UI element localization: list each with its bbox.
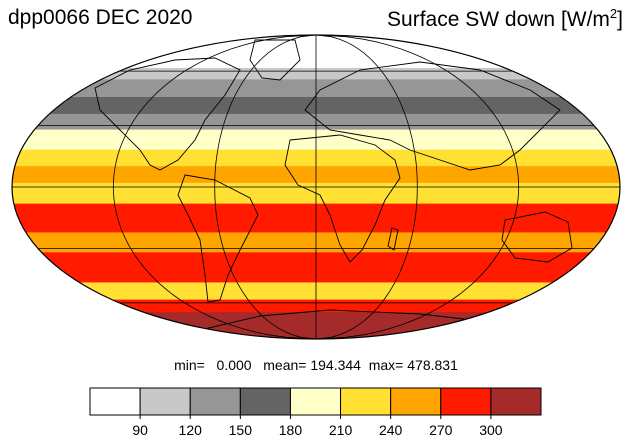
map-border bbox=[11, 34, 621, 340]
colorbar-tick-label: 90 bbox=[132, 422, 148, 438]
colorbar-tick-label: 120 bbox=[179, 422, 203, 438]
colorbar-box bbox=[139, 387, 191, 416]
min-value: 0.000 bbox=[216, 357, 252, 373]
mean-label: mean= bbox=[263, 357, 307, 373]
colorbar-box bbox=[289, 387, 342, 416]
field-statistics: min= 0.000 mean= 194.344 max= 478.831 bbox=[0, 357, 632, 373]
colorbar-box bbox=[340, 387, 392, 416]
south-america-outline bbox=[177, 174, 259, 303]
mean-value: 194.344 bbox=[310, 357, 361, 373]
colorbar-tick-label: 180 bbox=[279, 422, 303, 438]
colorbar-box bbox=[89, 387, 141, 416]
max-label: max= bbox=[368, 357, 404, 373]
colorbar-box bbox=[490, 387, 542, 416]
colorbar-box bbox=[440, 387, 492, 416]
greenland-outline bbox=[249, 39, 301, 81]
colorbar-tick-label: 270 bbox=[429, 422, 453, 438]
colorbar-tick-label: 210 bbox=[329, 422, 353, 438]
meridian-line bbox=[112, 35, 317, 339]
africa-outline bbox=[284, 134, 401, 263]
title-right-end: ] bbox=[617, 8, 623, 31]
plot-title-right: Surface SW down [W/m2] bbox=[387, 6, 623, 32]
eurasia-outline bbox=[304, 61, 561, 171]
title-right-main: Surface SW down [W/m bbox=[387, 8, 610, 31]
meridian-line bbox=[214, 35, 317, 339]
title-right-superscript: 2 bbox=[609, 6, 618, 21]
colorbar-tick-label: 240 bbox=[379, 422, 403, 438]
min-label: min= bbox=[174, 357, 205, 373]
max-value: 478.831 bbox=[407, 357, 458, 373]
colorbar-box bbox=[239, 387, 291, 416]
madagascar-outline bbox=[387, 227, 399, 251]
colorbar-tick-label: 300 bbox=[479, 422, 503, 438]
plot-title-left: dpp0066 DEC 2020 bbox=[8, 6, 193, 29]
meridian-line bbox=[315, 35, 418, 339]
colorbar-tick-label: 150 bbox=[229, 422, 253, 438]
colorbar-box bbox=[390, 387, 442, 416]
colorbar-box bbox=[189, 387, 241, 416]
meridian-line bbox=[315, 35, 520, 339]
